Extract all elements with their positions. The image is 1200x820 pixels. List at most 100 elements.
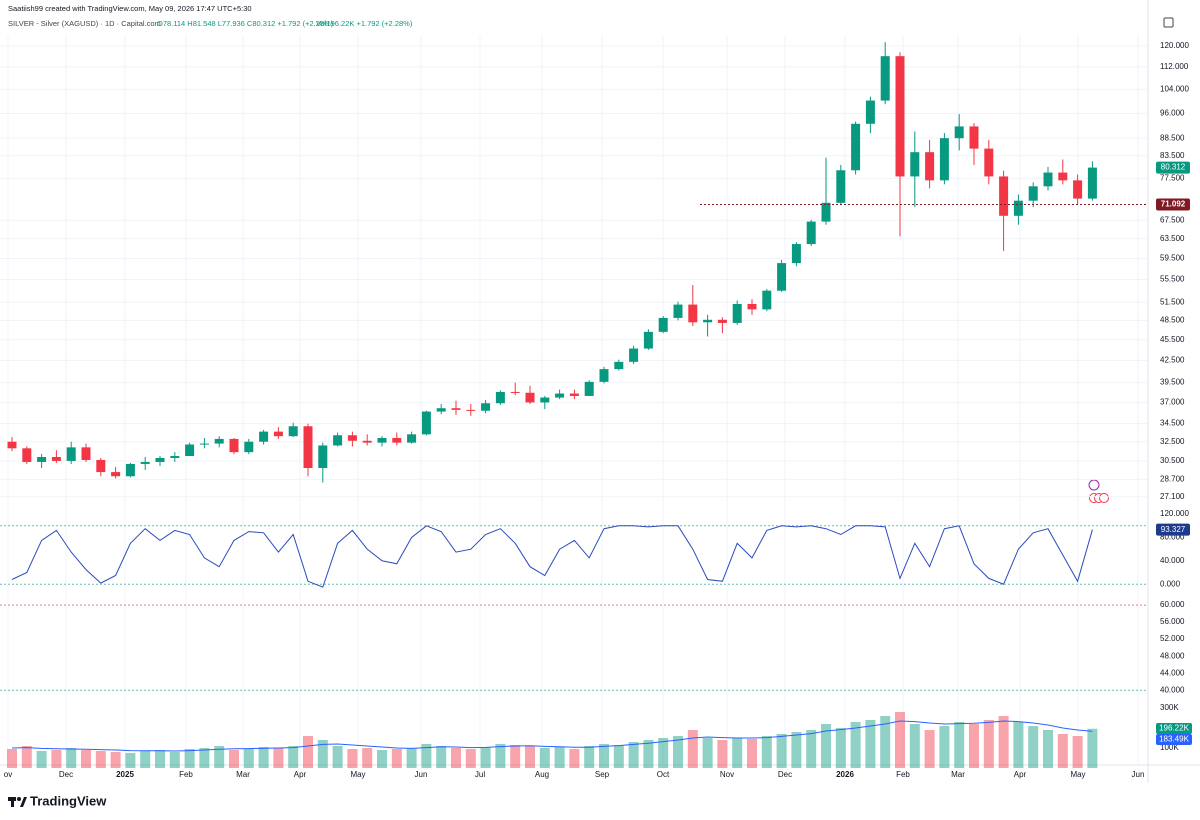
candle-body [806,221,816,245]
volume-bar [702,738,713,768]
x-tick-label: Apr [1014,770,1027,779]
volume-bar [480,747,491,768]
volume-bar [880,716,891,768]
candle-body [495,391,505,404]
volume-tag [1156,723,1192,734]
candle-body [81,447,91,460]
volume-bar [347,749,358,768]
volume-bar [554,747,565,768]
x-tick-label: Mar [951,770,965,779]
candle-body [377,438,387,443]
volume-bar [865,720,876,768]
x-tick-label: Nov [720,770,734,779]
volume-bar [1028,726,1039,768]
y-tick-label: 42.500 [1160,356,1185,365]
y-tick-label: 51.500 [1160,297,1185,306]
volume-bar [569,749,580,768]
candle-body [821,202,831,222]
x-tick-label: Oct [657,770,670,779]
y-tick-label: 83.500 [1160,151,1185,160]
osc2-tick-label: 60.000 [1160,600,1185,609]
candle-body [1058,172,1068,181]
candle-body [999,176,1009,216]
y-tick-label: 45.500 [1160,335,1185,344]
candle-body [643,331,653,349]
volume-bar [81,750,91,768]
volume-bar [539,748,550,768]
volume-bar [584,746,595,768]
candle-body [185,444,195,457]
osc-tick-label: 80.000 [1160,533,1185,542]
candle-body [791,244,801,264]
volume-bar [776,734,787,768]
volume-bar [613,745,624,768]
logo-mark [17,797,21,801]
y-tick-label: 32.500 [1160,437,1185,446]
logo-mark [11,797,14,807]
x-tick-label: Sep [595,770,610,779]
volume-bar [658,738,669,768]
volume-bar [791,732,802,768]
candle-body [510,391,520,393]
candle-body [1013,200,1023,216]
brand: TradingView [30,793,107,808]
osc2-tick-label: 40.000 [1160,685,1185,694]
volume-bar [451,748,461,768]
candle-body [436,408,446,412]
volume-bar [673,736,683,768]
candle-body [777,263,787,291]
candle-body [954,126,964,139]
ohlc: O78.114 H81.548 L77.936 C80.312 +1.792 (… [157,19,334,28]
candle-body [318,445,328,468]
volume-bar [406,748,417,768]
osc-tag [1156,523,1190,536]
volume-bar [909,724,920,768]
candle-body [540,397,550,403]
candle-body [525,392,535,403]
osc-tick-label: 120.000 [1160,509,1189,518]
candle-body [599,369,609,382]
candle-body [362,440,372,443]
y-tick-label: 63.500 [1160,234,1185,243]
candle-body [880,56,890,101]
candle-body [925,152,935,181]
candle-body [895,56,905,177]
candle-body [288,426,298,437]
volume-bar [51,750,62,768]
candle-body [392,438,402,443]
candle-body [466,409,476,411]
event-icon [1099,493,1109,503]
volume-bar [1013,722,1024,768]
volume-bar [850,722,861,768]
volume-bar [229,750,239,768]
osc2-tick-label: 52.000 [1160,634,1185,643]
logo [8,797,27,807]
volume-bar [599,744,609,768]
price-tag [1156,161,1190,174]
y-tick-label: 27.100 [1160,492,1185,501]
volume-bar [273,748,284,768]
volume-bar [510,745,521,768]
candle-body [66,447,76,461]
x-tick-label: Dec [59,770,73,779]
x-tick-label: Jun [1132,770,1145,779]
candle-body [851,123,861,171]
candle-body [481,403,491,411]
volume-bar [7,749,17,768]
marks [7,42,1148,768]
volume-bar [732,738,743,768]
volume-bar [465,749,476,768]
volume-bar [747,739,757,768]
candle-body [273,431,283,437]
y-tick-label: 34.500 [1160,419,1185,428]
x-tick-label: May [1070,770,1085,779]
candle-body [140,461,150,464]
candle-body [747,303,757,310]
volume-bar [288,746,299,768]
y-tick-label: 67.500 [1160,215,1185,224]
candle-body [333,435,343,446]
settings-icon [1163,17,1174,28]
volume-bar [140,751,151,768]
